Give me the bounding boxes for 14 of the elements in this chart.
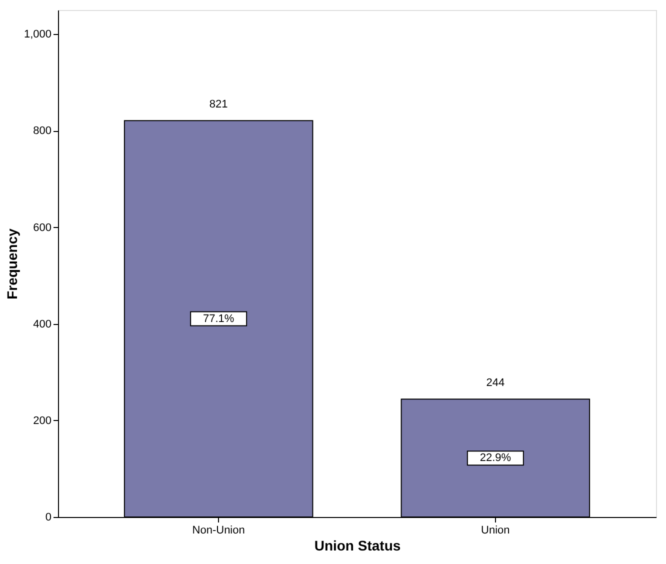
y-tick-label: 600 xyxy=(33,222,52,234)
x-axis-title: Union Status xyxy=(314,538,401,554)
y-tick-label: 1,000 xyxy=(24,28,52,41)
x-tick-label: Union xyxy=(481,524,510,536)
annotation: 22.9% xyxy=(480,452,512,464)
y-tick-label: 200 xyxy=(33,414,52,427)
y-tick-label: 800 xyxy=(33,125,52,138)
y-tick-label: 0 xyxy=(45,512,52,524)
x-tick-label: Non-Union xyxy=(192,524,245,536)
data-label: 244 xyxy=(486,377,505,390)
y-tick-label: 400 xyxy=(33,318,52,330)
data-label: 821 xyxy=(209,98,228,111)
annotation: 77.1% xyxy=(202,312,234,325)
y-axis-title: Frequency xyxy=(4,228,20,300)
